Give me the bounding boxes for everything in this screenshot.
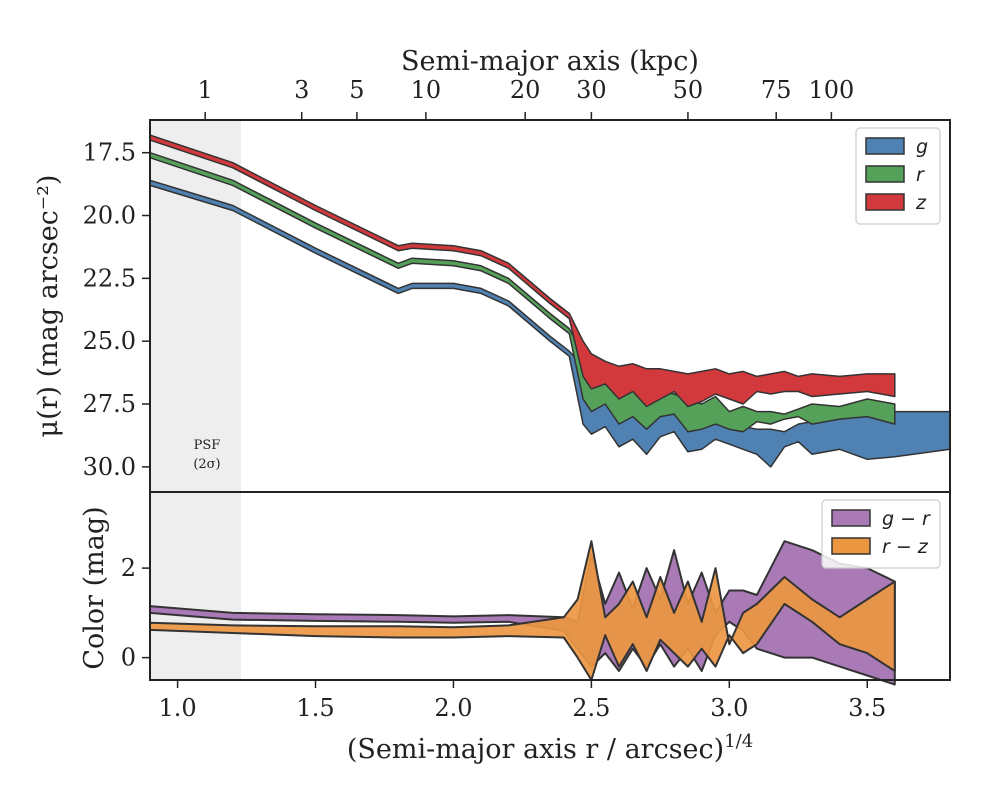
y-tick-label: 0	[121, 644, 136, 672]
top-tick-label: 3	[294, 76, 309, 104]
top-axis-kpc: 1 3 5 10 20 30 50 75 100	[198, 76, 854, 120]
legend-label-r: r	[916, 164, 925, 186]
y-tick-label: 17.5	[83, 139, 136, 167]
mu-axis-title: μ(r) (mag arcsec⁻²)	[33, 175, 64, 438]
legend-swatch-z	[865, 193, 905, 211]
top-tick-label: 10	[411, 76, 442, 104]
x-tick-label: 1.0	[159, 694, 197, 722]
color-axis-title: Color (mag)	[79, 506, 110, 669]
y-axis-ticks-color: 02	[121, 554, 150, 672]
x-axis-title-text: (Semi-major axis r / arcsec)	[347, 734, 724, 765]
x-axis-title: (Semi-major axis r / arcsec)1/4	[347, 731, 753, 765]
y-tick-label: 20.0	[83, 202, 136, 230]
legend-label-z: z	[915, 192, 927, 214]
top-tick-label: 5	[349, 76, 364, 104]
x-tick-label: 3.5	[848, 694, 886, 722]
surface-brightness-panel: PSF (2σ) 17.5 20.0 22.5 25.0 27.5 30.0 grz	[83, 119, 951, 493]
top-axis-title: Semi-major axis (kpc)	[401, 46, 699, 77]
legend-swatch-g-minus-r	[831, 509, 871, 527]
band-z-profile	[149, 134, 896, 408]
y-tick-label: 25.0	[83, 327, 136, 355]
color-panel: 02 1.0 1.5 2.0 2.5 3.0 3.5 g − rr − z	[121, 491, 951, 722]
color-r-minus-z-profile	[149, 540, 896, 681]
legend-swatch-g	[865, 137, 905, 155]
color-g-minus-r-profile	[149, 540, 896, 686]
top-tick-label: 75	[761, 76, 792, 104]
color-profiles	[149, 540, 896, 686]
psf-region-color	[150, 492, 242, 680]
top-tick-label: 50	[673, 76, 704, 104]
lower-panel-frame	[149, 491, 951, 681]
y-axis-ticks-mu: 17.5 20.0 22.5 25.0 27.5 30.0	[83, 139, 150, 481]
y-tick-label: 22.5	[83, 264, 136, 292]
legend-swatch-r-minus-z	[831, 537, 871, 555]
band-g-profile	[149, 179, 951, 468]
legend-label-g-minus-r: g − r	[882, 508, 931, 530]
y-tick-label: 2	[121, 554, 136, 582]
top-tick-label: 1	[198, 76, 213, 104]
top-tick-label: 20	[510, 76, 541, 104]
psf-label: PSF	[194, 438, 221, 453]
x-axis-ticks: 1.0 1.5 2.0 2.5 3.0 3.5	[159, 680, 886, 722]
x-tick-label: 1.5	[296, 694, 334, 722]
x-tick-label: 2.0	[434, 694, 472, 722]
x-tick-label: 2.5	[572, 694, 610, 722]
legend-swatch-r	[865, 165, 905, 183]
x-axis-title-exponent: 1/4	[724, 731, 753, 752]
legend-label-g: g	[916, 136, 928, 158]
y-tick-label: 27.5	[83, 390, 136, 418]
legend-label-r-minus-z: r − z	[882, 536, 929, 558]
psf-region	[150, 120, 242, 492]
x-tick-label: 3.0	[710, 694, 748, 722]
psf-label-sigma: (2σ)	[193, 457, 220, 472]
top-tick-label: 100	[808, 76, 854, 104]
band-profiles	[149, 134, 951, 468]
legend-colors: g − r r − z	[821, 499, 941, 569]
y-tick-label: 30.0	[83, 453, 136, 481]
legend-bands: grz	[855, 127, 941, 225]
top-tick-label: 30	[576, 76, 607, 104]
